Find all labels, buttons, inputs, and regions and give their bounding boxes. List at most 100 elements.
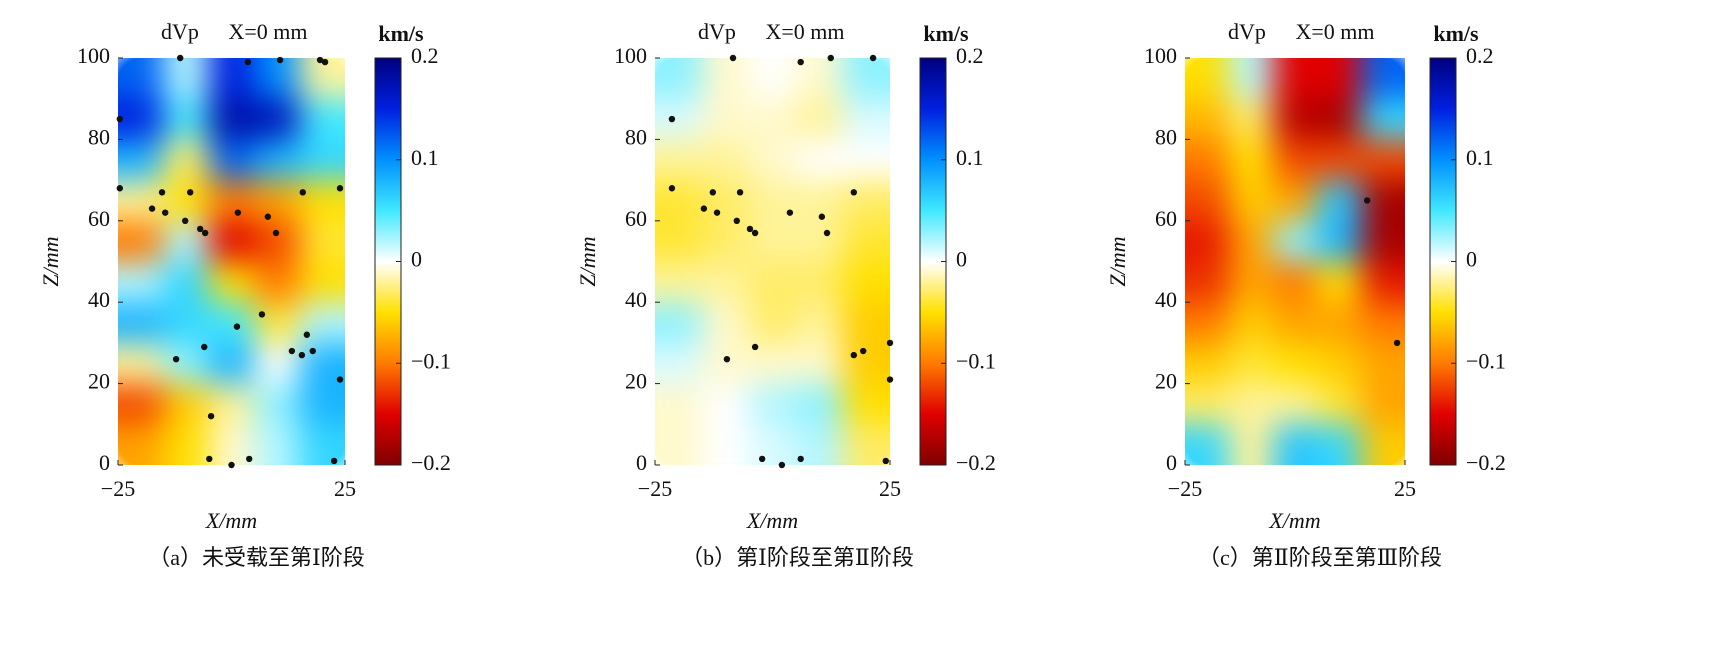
sensor-point bbox=[288, 347, 296, 355]
heatmap-cell bbox=[1317, 220, 1362, 262]
sensor-point bbox=[264, 213, 272, 220]
colorbar-tick-label: −0.2 bbox=[1466, 450, 1506, 475]
heatmap bbox=[118, 58, 345, 465]
heatmap-cell bbox=[749, 383, 797, 425]
heatmap bbox=[655, 58, 890, 465]
x-axis-label: X/mm bbox=[746, 508, 798, 533]
heatmap-cell bbox=[749, 220, 797, 262]
colorbar-tick-label: 0.1 bbox=[411, 145, 439, 170]
sensor-point bbox=[778, 461, 786, 469]
heatmap-cell bbox=[1229, 342, 1274, 385]
heatmap-cell bbox=[843, 220, 890, 262]
sensor-point bbox=[158, 189, 166, 196]
sensor-point bbox=[206, 455, 213, 463]
heatmap-cell bbox=[1361, 424, 1405, 465]
sensor-point bbox=[797, 455, 804, 463]
heatmap-cell bbox=[655, 98, 703, 140]
heatmap-cell bbox=[1317, 58, 1362, 100]
sensor-point bbox=[207, 412, 215, 420]
heatmap-cell bbox=[1185, 180, 1230, 222]
y-tick-label: 40 bbox=[88, 287, 110, 312]
sensor-point bbox=[729, 54, 737, 62]
heatmap-cell bbox=[1317, 424, 1362, 465]
heatmap-cell bbox=[749, 139, 797, 181]
heatmap-cell bbox=[1317, 261, 1362, 303]
sensor-point bbox=[823, 229, 831, 237]
heatmap-cell bbox=[254, 261, 301, 303]
sensor-point bbox=[869, 54, 877, 62]
heatmap-cell bbox=[163, 261, 210, 303]
panel-title: dVp bbox=[161, 19, 199, 44]
y-tick-label: 20 bbox=[625, 369, 647, 394]
sensor-point bbox=[234, 209, 242, 216]
heatmap-cell bbox=[655, 220, 703, 262]
sensor-point bbox=[668, 115, 676, 123]
heatmap-cell bbox=[163, 302, 210, 344]
x-axis-label: X/mm bbox=[205, 508, 257, 533]
heatmap-cell bbox=[299, 58, 345, 100]
x-tick-label: −25 bbox=[101, 476, 135, 501]
y-tick-label: 0 bbox=[99, 450, 110, 475]
heatmap-cell bbox=[208, 302, 255, 344]
colorbar-tick-label: −0.2 bbox=[956, 450, 996, 475]
heatmap-cell bbox=[208, 180, 255, 222]
heatmap-cell bbox=[843, 424, 890, 465]
heatmap-cell bbox=[118, 424, 164, 465]
colorbar-tick-label: 0 bbox=[956, 247, 967, 272]
heatmap-cell bbox=[1361, 58, 1405, 100]
heatmap-cell bbox=[1361, 342, 1405, 385]
y-tick-label: 100 bbox=[1144, 43, 1177, 68]
heatmap-cell bbox=[796, 424, 844, 465]
heatmap-cell bbox=[1273, 98, 1318, 140]
colorbar-tick-label: 0 bbox=[411, 247, 422, 272]
heatmap-cell bbox=[1273, 302, 1318, 344]
annotation: X=0 mm bbox=[228, 19, 307, 44]
sensor-point bbox=[886, 339, 894, 347]
heatmap-cell bbox=[163, 180, 210, 222]
sensor-point bbox=[148, 205, 156, 212]
sensor-point bbox=[196, 225, 204, 233]
heatmap-cell bbox=[655, 139, 703, 181]
heatmap-cell bbox=[1229, 180, 1274, 222]
heatmap-cell bbox=[843, 383, 890, 425]
heatmap-cell bbox=[702, 98, 750, 140]
heatmap-cell bbox=[163, 383, 210, 425]
sensor-point bbox=[228, 461, 235, 469]
heatmap-cell bbox=[163, 98, 210, 140]
heatmap bbox=[1185, 58, 1405, 465]
annotation: X=0 mm bbox=[1295, 19, 1374, 44]
y-tick-label: 60 bbox=[1155, 206, 1177, 231]
heatmap-cell bbox=[1185, 98, 1230, 140]
sensor-point bbox=[827, 54, 834, 62]
heatmap-cell bbox=[843, 139, 890, 181]
heatmap-cell bbox=[749, 302, 797, 344]
x-tick-label: 25 bbox=[879, 476, 901, 501]
heatmap-cell bbox=[702, 261, 750, 303]
heatmap-cell bbox=[208, 139, 255, 181]
sensor-point bbox=[336, 376, 344, 383]
heatmap-cell bbox=[118, 261, 164, 303]
heatmap-cell bbox=[1229, 58, 1274, 100]
sensor-point bbox=[818, 213, 826, 220]
x-axis-label: X/mm bbox=[1268, 508, 1320, 533]
heatmap-cell bbox=[208, 220, 255, 262]
heatmap-cell bbox=[254, 424, 301, 465]
sensor-point bbox=[668, 185, 676, 192]
heatmap-cell bbox=[1229, 220, 1274, 262]
heatmap-cell bbox=[796, 261, 844, 303]
sensor-point bbox=[186, 189, 194, 196]
heatmap-cell bbox=[254, 180, 301, 222]
heatmap-cell bbox=[1185, 383, 1230, 425]
heatmap-cell bbox=[163, 139, 210, 181]
heatmap-cell bbox=[1361, 383, 1405, 425]
heatmap-cell bbox=[1185, 302, 1230, 344]
heatmap-cell bbox=[843, 98, 890, 140]
heatmap-cell bbox=[655, 342, 703, 385]
heatmap-cell bbox=[1273, 180, 1318, 222]
heatmap-cell bbox=[118, 220, 164, 262]
heatmap-cell bbox=[1361, 139, 1405, 181]
caption: （a）未受载至第Ⅰ阶段 bbox=[148, 545, 364, 570]
heatmap-cell bbox=[843, 302, 890, 344]
heatmap-cell bbox=[118, 139, 164, 181]
colorbar-tick-label: 0.1 bbox=[1466, 145, 1494, 170]
